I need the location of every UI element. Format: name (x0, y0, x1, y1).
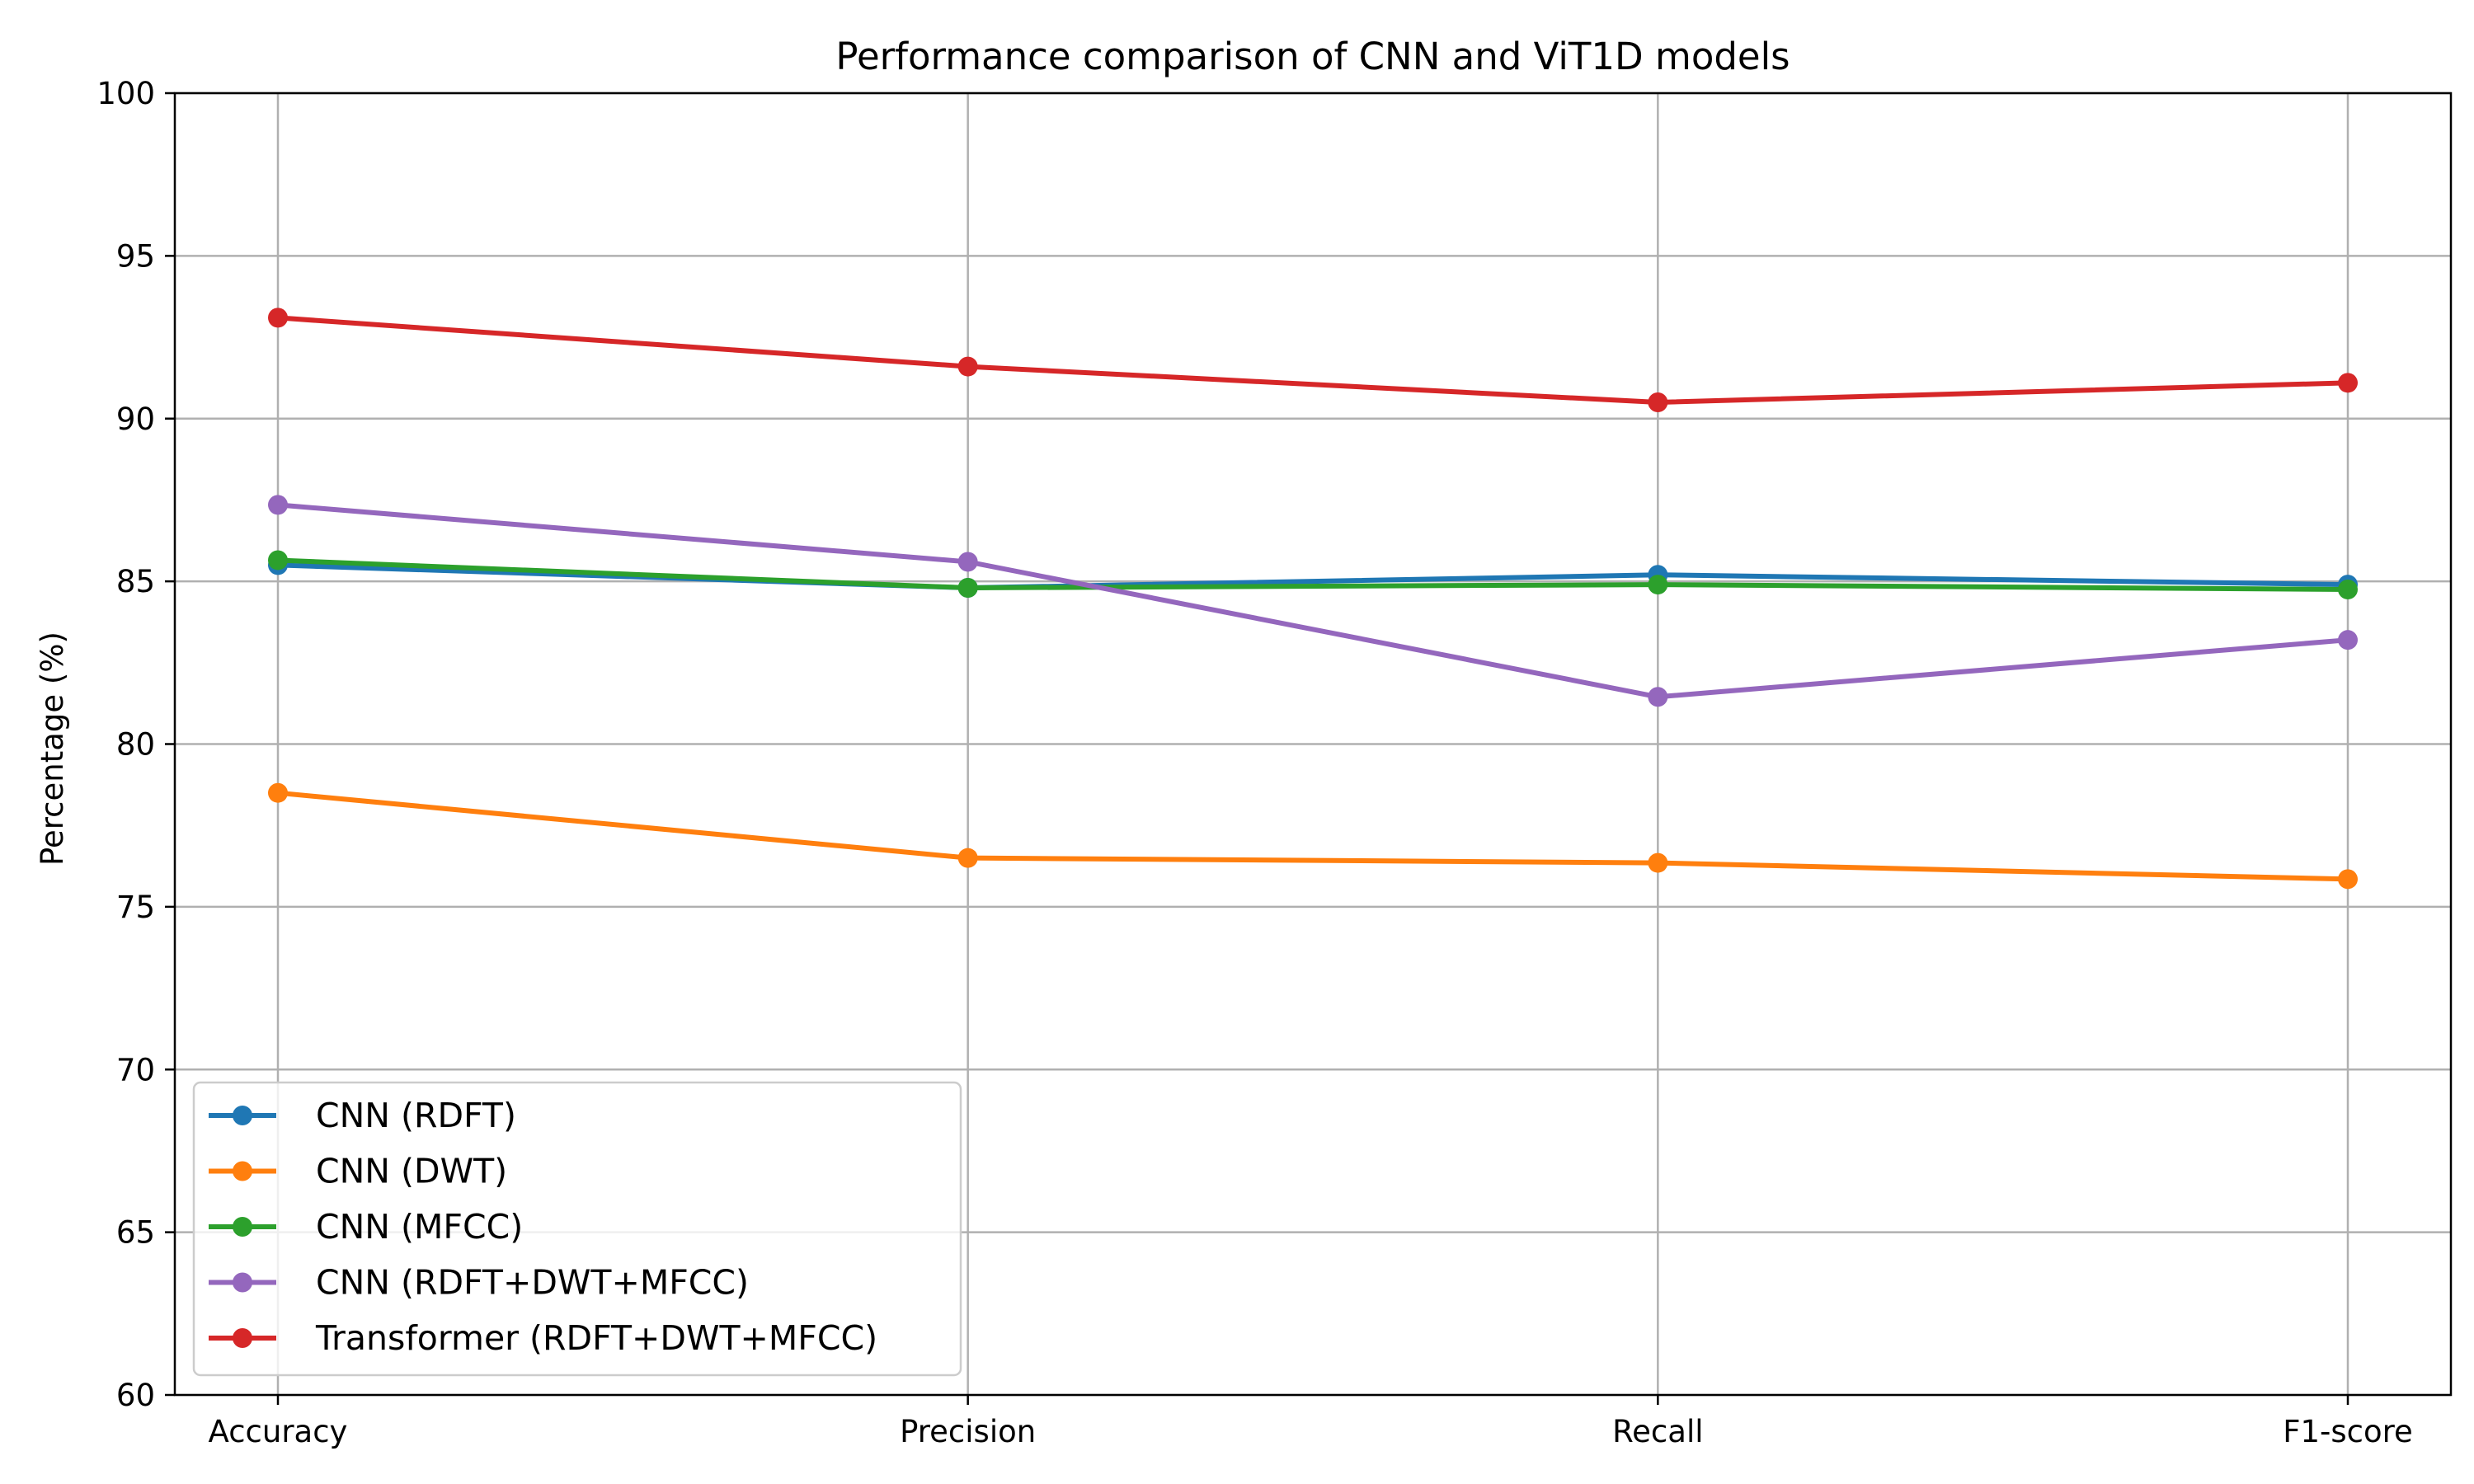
legend-item: CNN (RDFT) (209, 1096, 516, 1135)
data-point (1648, 392, 1668, 413)
legend-marker (233, 1328, 252, 1348)
data-point (2338, 869, 2358, 890)
data-point (268, 308, 288, 328)
x-tick-label: Recall (1612, 1414, 1703, 1449)
legend-label: CNN (DWT) (316, 1152, 507, 1191)
data-point (1648, 687, 1668, 707)
data-point (268, 550, 288, 571)
y-axis-title: Percentage (%) (35, 632, 70, 866)
legend-item: CNN (MFCC) (209, 1207, 523, 1247)
chart-title: Performance comparison of CNN and ViT1D … (835, 35, 1790, 78)
series-cnn-mfcc (268, 550, 2358, 599)
legend-box (192, 1081, 962, 1377)
series-transformer-rdft-dwt-mfcc (268, 308, 2358, 413)
x-tick-label: Accuracy (209, 1414, 348, 1449)
data-point (2338, 373, 2358, 393)
legend-label: CNN (RDFT+DWT+MFCC) (316, 1263, 749, 1303)
series-line (275, 557, 2351, 593)
y-tick-label: 60 (116, 1378, 155, 1413)
legend: CNN (RDFT) CNN (DWT) CNN (MFCC) CNN (RDFT+D… (192, 1081, 962, 1377)
y-tick-label: 70 (116, 1052, 155, 1087)
data-point (268, 495, 288, 515)
data-point (2338, 579, 2358, 599)
series-cnn-dwt (268, 782, 2358, 890)
y-tick-label: 75 (116, 890, 155, 925)
legend-item: CNN (DWT) (209, 1152, 507, 1191)
y-tick-label: 100 (96, 76, 155, 111)
legend-marker (233, 1161, 252, 1181)
y-tick-label: 95 (116, 238, 155, 274)
y-tick-label: 85 (116, 564, 155, 599)
series-line (275, 790, 2351, 882)
data-point (268, 782, 288, 803)
series-lines (268, 308, 2358, 890)
x-tick-label: Precision (900, 1414, 1036, 1449)
legend-label: Transformer (RDFT+DWT+MFCC) (315, 1318, 877, 1358)
data-point (957, 356, 978, 377)
legend-marker (233, 1106, 252, 1125)
series-line (275, 315, 2351, 406)
legend-item: CNN (RDFT+DWT+MFCC) (209, 1263, 749, 1303)
legend-label: CNN (RDFT) (316, 1096, 516, 1135)
data-point (957, 578, 978, 599)
legend-item: Transformer (RDFT+DWT+MFCC) (209, 1318, 877, 1358)
legend-marker (233, 1272, 252, 1293)
x-tick-label: F1-score (2283, 1414, 2413, 1449)
axes: 60 65 70 75 80 85 90 95 100 Accuracy Precision Reca… (96, 76, 2453, 1449)
y-tick-label: 80 (116, 727, 155, 763)
legend-marker (233, 1217, 252, 1237)
series-cnn-rdft-dwt-mfcc (268, 495, 2358, 707)
data-point (1648, 852, 1668, 873)
data-point (957, 552, 978, 572)
y-tick-label: 90 (116, 402, 155, 437)
legend-label: CNN (MFCC) (316, 1207, 523, 1247)
series-line (275, 502, 2351, 700)
data-point (957, 848, 978, 868)
data-point (2338, 630, 2358, 650)
data-point (1648, 575, 1668, 595)
y-tick-label: 65 (116, 1215, 155, 1251)
